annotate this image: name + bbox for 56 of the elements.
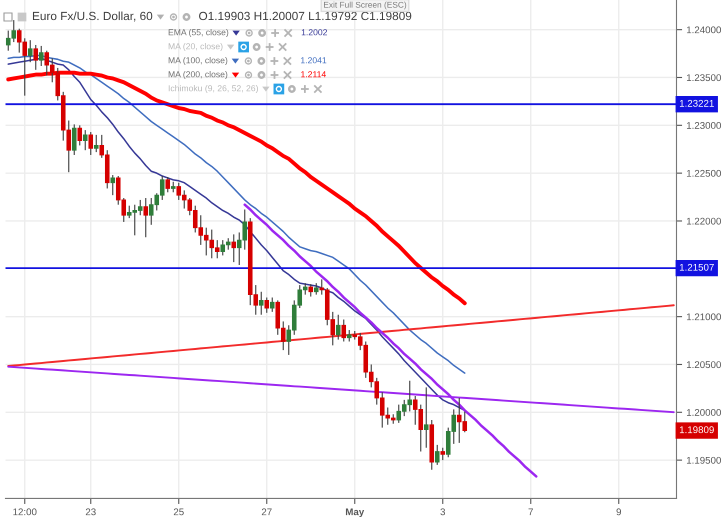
- candlestick: [231, 234, 236, 263]
- candlestick: [82, 130, 88, 151]
- y-tick-label: 1.19500: [686, 456, 721, 464]
- x-tick-label: 3: [440, 508, 446, 516]
- candlestick: [341, 318, 346, 342]
- annotation: 1.2041: [301, 57, 326, 64]
- candlestick: [94, 134, 99, 153]
- candlestick: [440, 447, 446, 461]
- y-tick-label: 1.23000: [686, 122, 721, 129]
- text: Euro Fx/U.S. Dollar, 60: [32, 12, 152, 22]
- annotation: Ichimoku (9, 26, 52, 26): [168, 84, 258, 94]
- legend-label: EMA (55, close): [168, 28, 228, 38]
- candlestick: [264, 296, 270, 314]
- line-series: [7, 304, 675, 367]
- y-tick-label: 1.22500: [686, 170, 721, 177]
- y-tick-label: 1.24000: [686, 26, 721, 34]
- y-tick-label: 1.22000: [686, 218, 721, 225]
- ref-line-label: 1.23221: [680, 100, 714, 107]
- candlestick: [434, 444, 440, 466]
- candlestick: [77, 124, 82, 146]
- candlestick: [28, 40, 33, 63]
- x-tick-label: 27: [262, 508, 272, 516]
- y-tick-label: 1.20000: [686, 409, 721, 416]
- y-tick-label: 1.20500: [686, 361, 721, 368]
- candlestick: [72, 124, 77, 156]
- candlestick: [270, 296, 275, 312]
- ref-line-label: 1.21507: [680, 264, 714, 271]
- candlestick: [314, 282, 319, 296]
- candlestick: [258, 291, 264, 316]
- annotation: MA (20, close): [168, 42, 222, 52]
- candlestick: [143, 197, 148, 238]
- text: O1.19903 H1.20007 L1.19792 C1.19809: [199, 12, 412, 20]
- x-tick-label: 12:00: [13, 508, 37, 516]
- candlestick: [38, 45, 44, 67]
- candlestick: [33, 44, 38, 70]
- candlestick: [308, 284, 314, 298]
- x-tick-label: May: [346, 508, 364, 517]
- x-tick-label: 7: [528, 508, 533, 516]
- x-tick-label: 9: [616, 508, 621, 516]
- candlestick: [170, 181, 176, 193]
- text: 1.19809: [680, 426, 714, 434]
- candlestick: [336, 314, 341, 340]
- x-tick-label: 23: [86, 508, 96, 516]
- annotation: 1.2114: [301, 71, 326, 78]
- candlestick: [110, 174, 116, 196]
- candlestick: [346, 329, 352, 342]
- legend-label: MA (100, close): [168, 56, 228, 66]
- legend-label: MA (200, close): [168, 70, 228, 80]
- candlestick: [88, 131, 94, 156]
- y-tick-label: 1.23500: [686, 74, 721, 82]
- annotation: Exit Full Screen (ESC): [324, 2, 406, 10]
- annotation: 1.2002: [302, 29, 328, 36]
- x-tick-label: 25: [174, 508, 184, 516]
- y-tick-label: 1.21000: [686, 313, 721, 320]
- candlestick: [424, 386, 429, 448]
- candlestick: [165, 176, 170, 193]
